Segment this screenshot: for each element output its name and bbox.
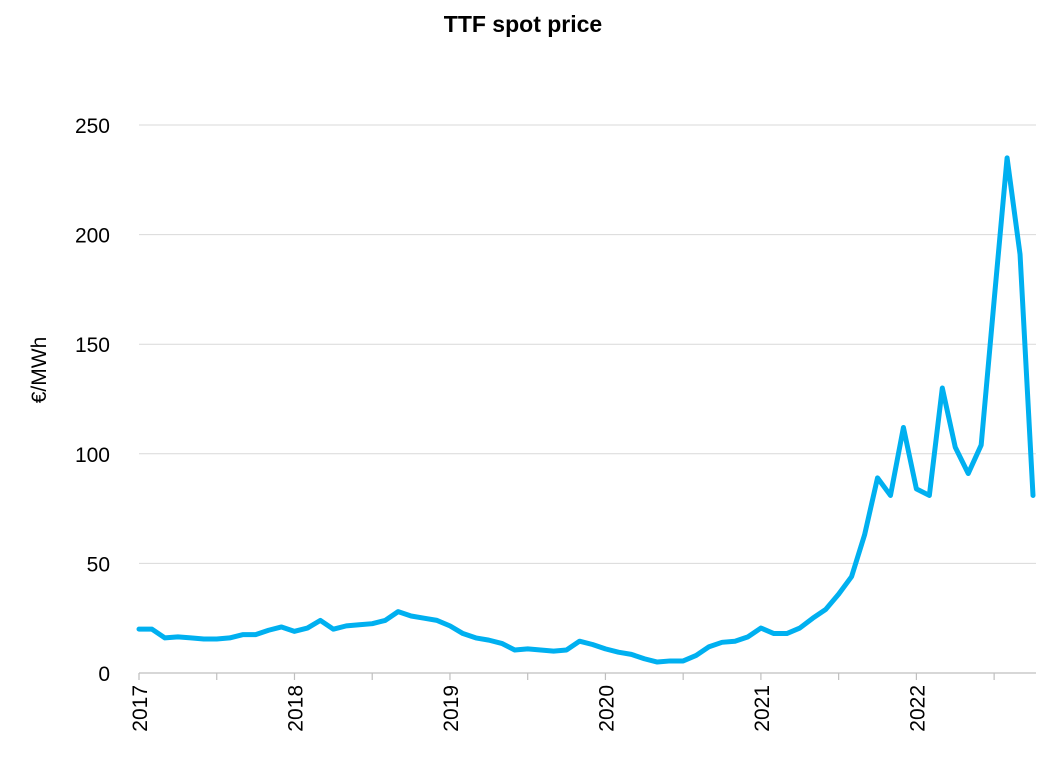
y-tick-label: 250 xyxy=(75,115,110,138)
y-tick-label: 0 xyxy=(98,663,110,686)
x-tick-label: 2019 xyxy=(440,685,463,732)
x-tick-label: 2022 xyxy=(906,685,929,732)
y-axis-label: €/MWh xyxy=(28,337,51,404)
chart-title: TTF spot price xyxy=(444,11,602,37)
x-tick-label: 2018 xyxy=(284,685,307,732)
x-tick-label: 2021 xyxy=(751,685,774,732)
x-tick-label: 2020 xyxy=(595,685,618,732)
x-tick-label: 2017 xyxy=(129,685,152,732)
y-tick-label: 50 xyxy=(87,553,110,576)
y-tick-label: 150 xyxy=(75,334,110,357)
y-tick-label: 100 xyxy=(75,444,110,467)
line-series xyxy=(136,155,1036,665)
y-tick-label: 200 xyxy=(75,225,110,248)
